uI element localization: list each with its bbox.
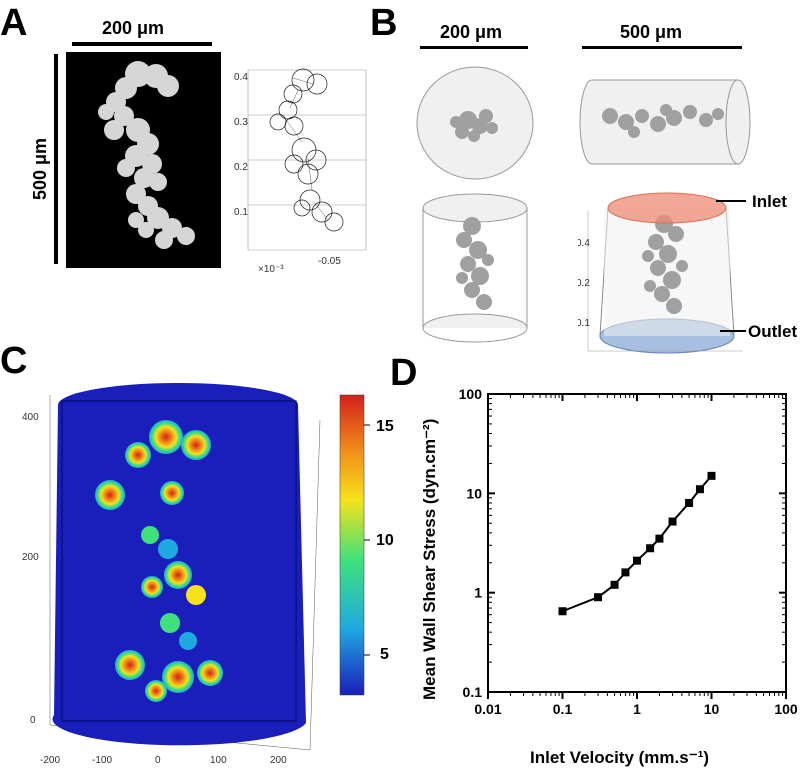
svg-text:0.2: 0.2 (578, 278, 590, 289)
panel-b-cyl-short (410, 190, 540, 350)
panel-a-scalebar-h-label: 200 μm (102, 18, 164, 39)
svg-text:0.4: 0.4 (578, 238, 590, 249)
inlet-label: Inlet (752, 192, 787, 212)
svg-text:0.1: 0.1 (553, 701, 573, 717)
panel-a-scalebar-v-label: 500 μm (30, 138, 51, 200)
inlet-pointer (716, 200, 746, 202)
panel-a-scalebar-v (54, 54, 58, 264)
panel-letter-d: D (390, 352, 417, 395)
svg-text:100: 100 (774, 701, 798, 717)
svg-text:0.1: 0.1 (463, 684, 483, 700)
panel-b-topview (410, 58, 540, 188)
svg-text:-100: -100 (92, 755, 112, 766)
svg-text:400: 400 (22, 412, 39, 423)
svg-text:1: 1 (633, 701, 641, 717)
svg-text:100: 100 (210, 755, 227, 766)
svg-text:0: 0 (30, 715, 36, 726)
svg-text:-0.05: -0.05 (318, 256, 341, 267)
svg-text:0.3: 0.3 (234, 117, 248, 128)
panel-b-col2-label: 500 μm (620, 22, 682, 43)
svg-text:0.2: 0.2 (234, 162, 248, 173)
svg-text:200: 200 (270, 755, 287, 766)
panel-b-col2-line (582, 46, 742, 49)
panel-b-col1-line (420, 46, 528, 49)
outlet-pointer (720, 330, 746, 332)
panel-a-render (66, 52, 221, 268)
svg-text:×10⁻³: ×10⁻³ (258, 264, 284, 275)
svg-text:0.01: 0.01 (474, 701, 501, 717)
svg-text:0: 0 (155, 755, 161, 766)
panel-letter-b: B (370, 2, 397, 45)
outlet-label: Outlet (748, 322, 797, 342)
panel-d-xlabel: Inlet Velocity (mm.s⁻¹) (530, 748, 709, 768)
panel-b-sideview (570, 62, 760, 182)
svg-text:0.1: 0.1 (578, 318, 590, 329)
panel-a-wireframe: 0.4 0.3 0.2 0.1 ×10⁻³ -0.05 (228, 50, 383, 280)
svg-text:10: 10 (466, 485, 482, 501)
svg-text:0.4: 0.4 (234, 72, 248, 83)
cbar-tick-5: 5 (380, 646, 389, 664)
panel-d-chart: 0.010.11101000.1110100 (440, 380, 800, 740)
svg-text:-200: -200 (40, 755, 60, 766)
panel-c-sim: 400 200 0 -200 -100 0 100 200 (10, 365, 380, 775)
panel-b-cyl-inletoutlet: 0.4 0.2 0.1 (578, 186, 753, 361)
panel-letter-a: A (0, 2, 27, 45)
svg-text:200: 200 (22, 552, 39, 563)
cbar-tick-10: 10 (376, 532, 394, 550)
svg-text:10: 10 (704, 701, 720, 717)
panel-a-scalebar-h (72, 42, 212, 46)
cbar-tick-15: 15 (376, 418, 394, 436)
panel-b-col1-label: 200 μm (440, 22, 502, 43)
svg-text:1: 1 (474, 585, 482, 601)
panel-d-ylabel: Mean Wall Shear Stress (dyn.cm⁻²) (420, 419, 440, 700)
svg-text:100: 100 (459, 386, 483, 402)
svg-text:0.1: 0.1 (234, 207, 248, 218)
